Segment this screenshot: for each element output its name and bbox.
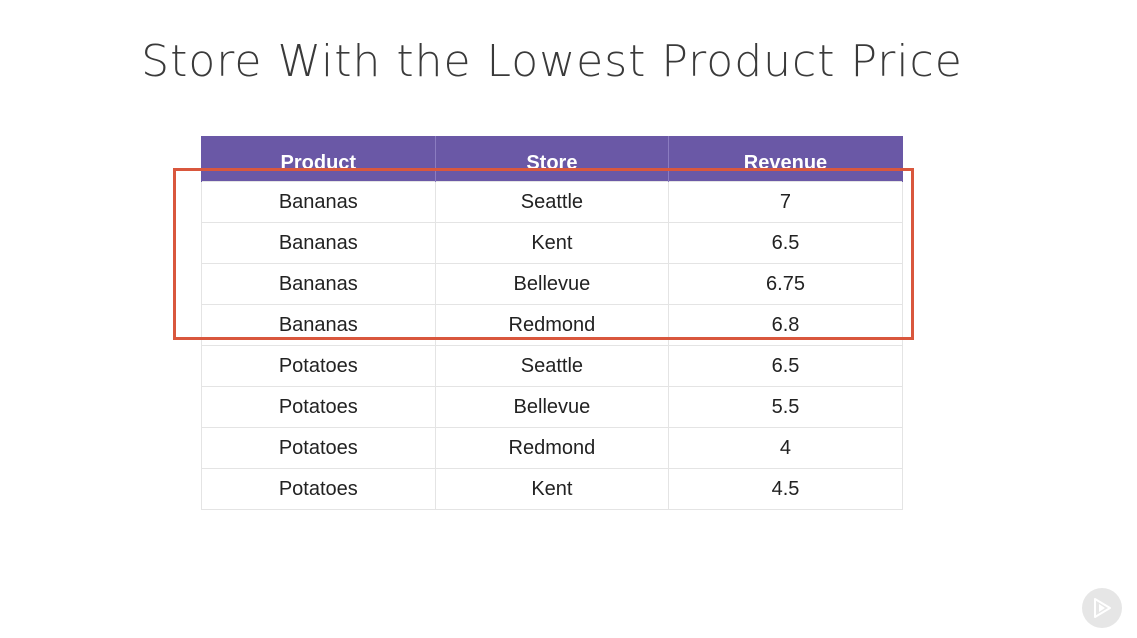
table-row: Bananas Seattle 7 [201, 181, 903, 223]
cell-product: Potatoes [201, 386, 436, 428]
table-row: Potatoes Redmond 4 [201, 427, 903, 469]
cell-revenue: 4.5 [668, 468, 903, 510]
cell-revenue: 6.5 [668, 345, 903, 387]
cell-product: Potatoes [201, 345, 436, 387]
cell-store: Kent [434, 468, 670, 510]
cell-product: Bananas [201, 304, 436, 346]
cell-revenue: 6.5 [668, 222, 903, 264]
cell-product: Bananas [201, 263, 436, 305]
cell-revenue: 7 [668, 181, 903, 223]
column-header-revenue: Revenue [668, 136, 903, 182]
column-header-store: Store [434, 136, 670, 182]
cell-store: Bellevue [434, 263, 670, 305]
data-table: Product Store Revenue Bananas Seattle 7 … [201, 136, 903, 510]
table-row: Potatoes Bellevue 5.5 [201, 386, 903, 428]
cell-store: Seattle [434, 181, 670, 223]
cell-product: Potatoes [201, 427, 436, 469]
table-row: Bananas Bellevue 6.75 [201, 263, 903, 305]
table-row: Potatoes Kent 4.5 [201, 468, 903, 510]
cell-product: Bananas [201, 222, 436, 264]
table-row: Bananas Redmond 6.8 [201, 304, 903, 346]
cell-store: Seattle [434, 345, 670, 387]
table-row: Bananas Kent 6.5 [201, 222, 903, 264]
slide-title: Store With the Lowest Product Price [141, 36, 963, 87]
cell-store: Redmond [434, 427, 670, 469]
cell-product: Bananas [201, 181, 436, 223]
cell-store: Kent [434, 222, 670, 264]
play-logo-icon [1082, 588, 1122, 628]
cell-store: Bellevue [434, 386, 670, 428]
cell-revenue: 4 [668, 427, 903, 469]
cell-store: Redmond [434, 304, 670, 346]
table-row: Potatoes Seattle 6.5 [201, 345, 903, 387]
cell-revenue: 6.75 [668, 263, 903, 305]
table-header-row: Product Store Revenue [201, 136, 903, 182]
cell-revenue: 6.8 [668, 304, 903, 346]
column-header-product: Product [201, 136, 436, 182]
cell-product: Potatoes [201, 468, 436, 510]
cell-revenue: 5.5 [668, 386, 903, 428]
